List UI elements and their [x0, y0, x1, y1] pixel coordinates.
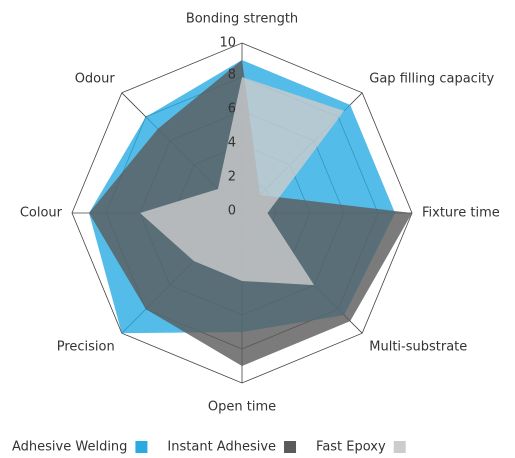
axis-label: Fixture time: [422, 206, 500, 221]
axis-label: Bonding strength: [186, 12, 298, 27]
axis-label: Odour: [75, 71, 116, 86]
axis-label: Colour: [20, 206, 63, 221]
legend-swatch: [135, 441, 148, 453]
tick-label: 8: [228, 68, 236, 83]
legend-label: Instant Adhesive: [167, 440, 276, 455]
axis-label: Open time: [208, 400, 276, 415]
axis-label: Multi-substrate: [369, 340, 467, 355]
legend-swatch: [284, 441, 297, 453]
legend-label: Fast Epoxy: [316, 440, 386, 455]
tick-label: 6: [228, 102, 236, 117]
tick-label: 4: [228, 136, 236, 151]
axis-label: Precision: [57, 340, 115, 355]
legend-swatch: [393, 441, 406, 453]
tick-label: 10: [219, 36, 236, 51]
tick-label: 2: [228, 170, 236, 185]
legend-label: Adhesive Welding: [12, 440, 127, 455]
tick-label: 0: [228, 204, 236, 219]
series-area: [140, 77, 345, 286]
axis-label: Gap filling capacity: [369, 71, 494, 86]
